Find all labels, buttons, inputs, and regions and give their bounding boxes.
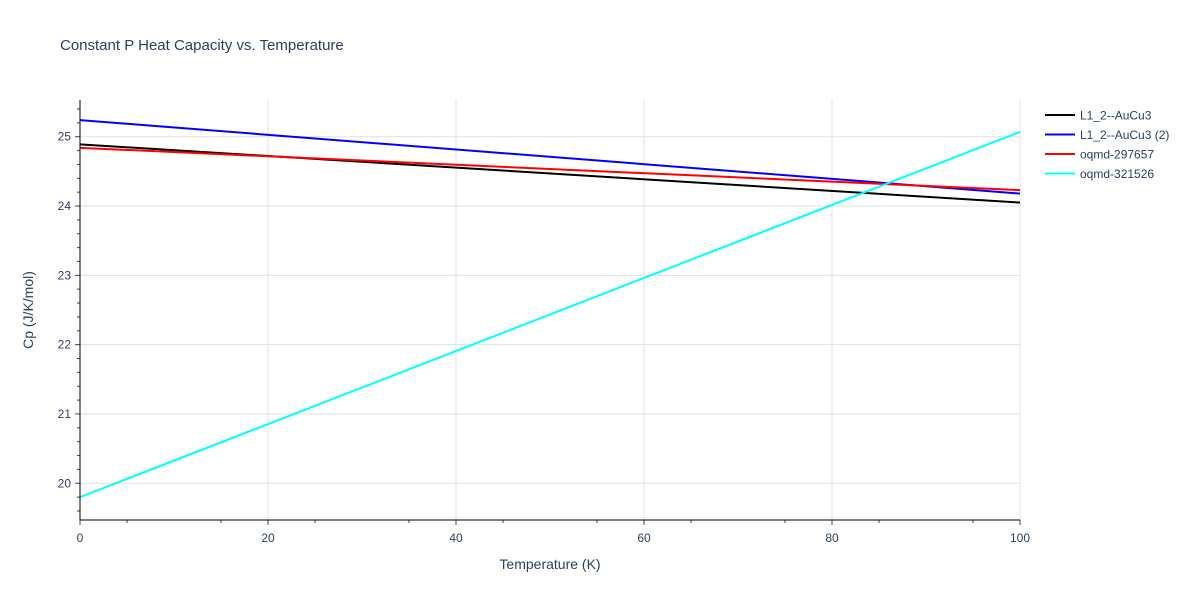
y-tick-label: 21 xyxy=(58,407,72,421)
legend-item[interactable]: oqmd-297657 xyxy=(1045,148,1154,162)
y-tick-label: 24 xyxy=(58,199,72,213)
x-tick-label: 60 xyxy=(637,531,651,545)
legend-label: oqmd-297657 xyxy=(1080,148,1154,162)
series-line xyxy=(79,143,1021,204)
y-tick-label: 23 xyxy=(58,268,72,282)
series-line xyxy=(79,130,1021,499)
series-line xyxy=(79,119,1021,195)
series-line xyxy=(79,146,1021,192)
legend-item[interactable]: oqmd-321526 xyxy=(1045,167,1154,181)
legend-label: L1_2--AuCu3 (2) xyxy=(1080,128,1169,142)
chart-title: Constant P Heat Capacity vs. Temperature xyxy=(60,37,344,54)
x-tick-label: 100 xyxy=(1010,531,1030,545)
legend-item[interactable]: L1_2--AuCu3 (2) xyxy=(1045,128,1169,142)
legend-label: L1_2--AuCu3 xyxy=(1080,109,1152,123)
y-tick-label: 20 xyxy=(58,476,72,490)
x-tick-label: 40 xyxy=(449,531,463,545)
legend-label: oqmd-321526 xyxy=(1080,167,1154,181)
x-axis-label: Temperature (K) xyxy=(499,556,600,572)
x-tick-label: 20 xyxy=(261,531,275,545)
y-tick-label: 22 xyxy=(58,338,72,352)
x-tick-label: 0 xyxy=(77,531,84,545)
y-axis-label: Cp (J/K/mol) xyxy=(20,271,36,349)
legend-item[interactable]: L1_2--AuCu3 xyxy=(1045,109,1152,123)
y-tick-label: 25 xyxy=(58,130,72,144)
x-tick-label: 80 xyxy=(825,531,839,545)
